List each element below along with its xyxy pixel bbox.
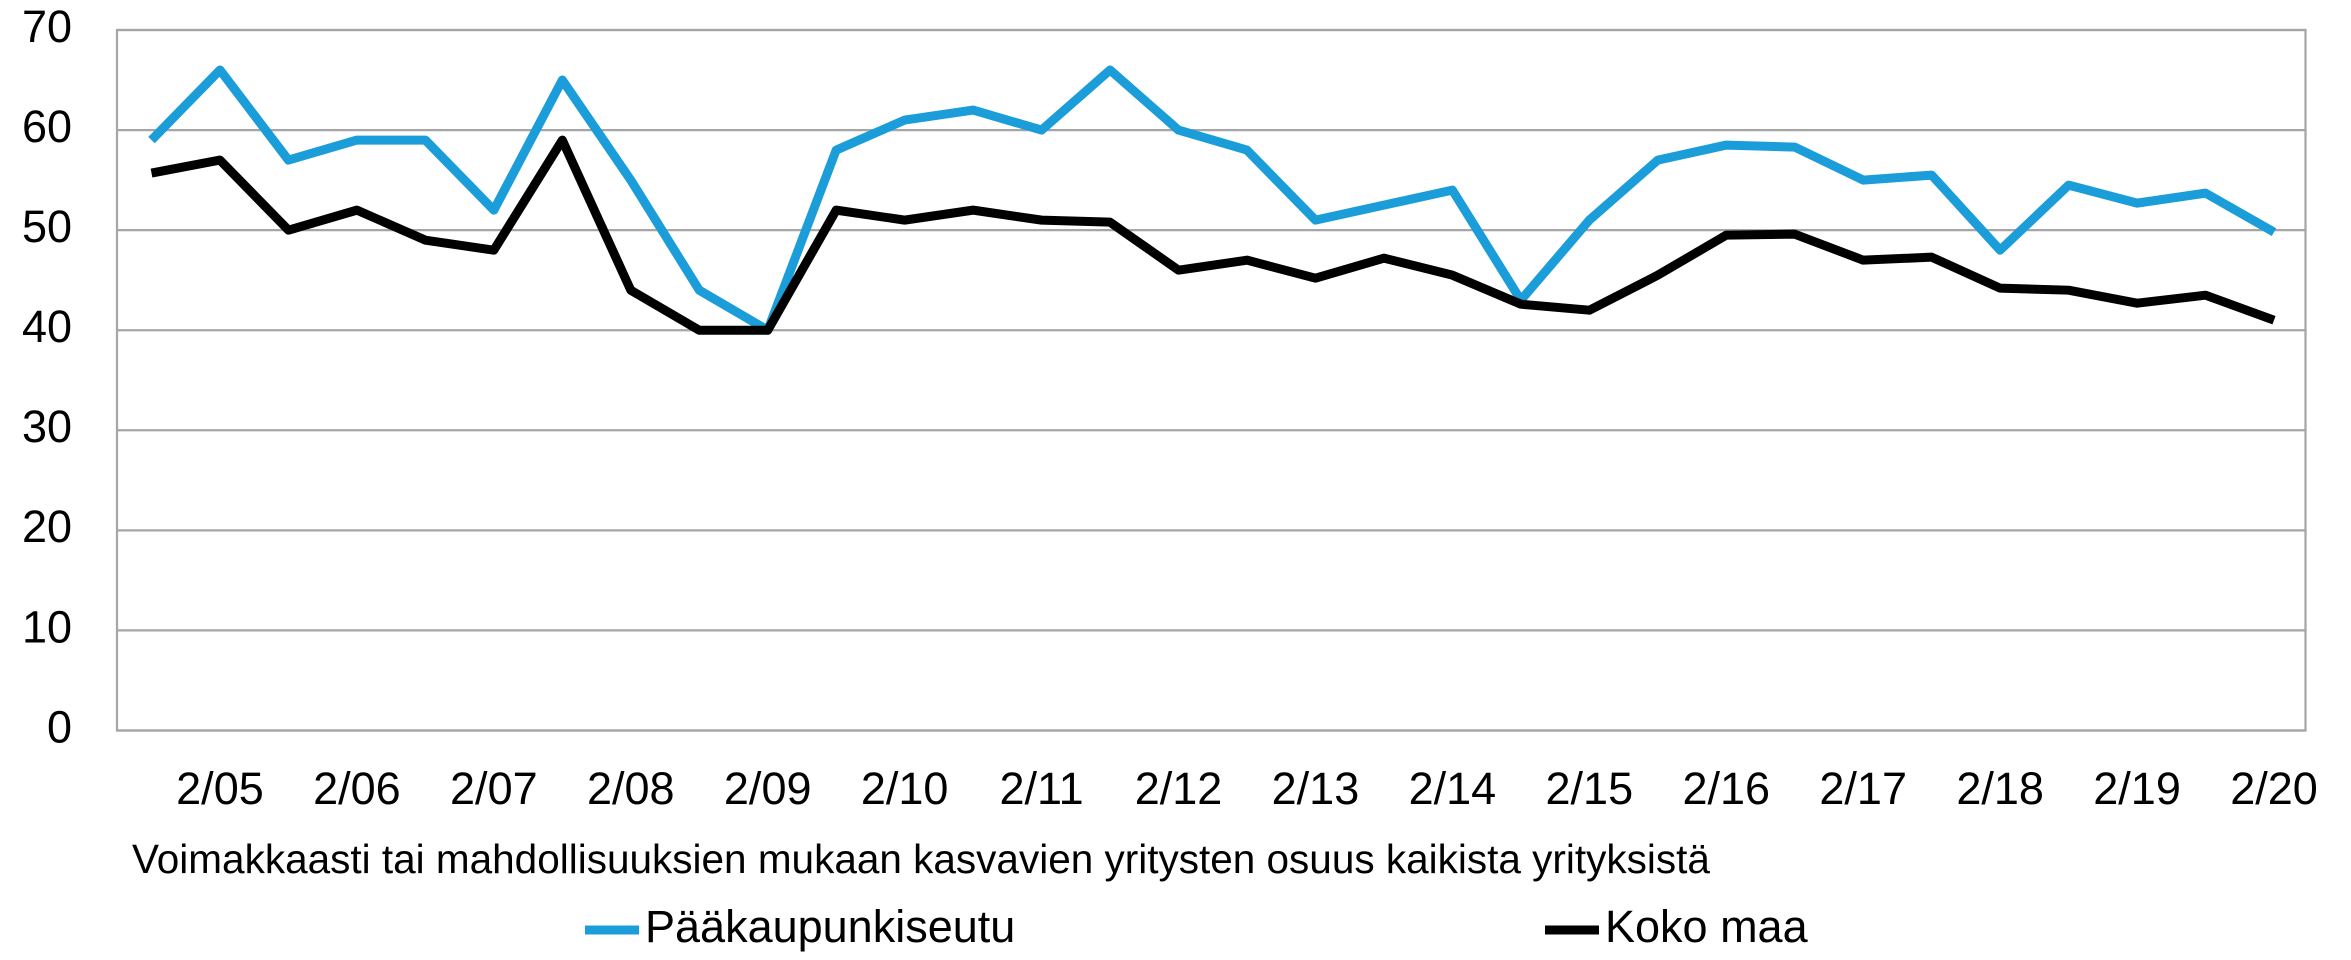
y-tick-label: 10 <box>22 601 72 652</box>
series-line <box>148 65 2277 335</box>
plot-border <box>115 28 2307 732</box>
x-tick-label: 2/18 <box>1956 763 2044 814</box>
x-tick-label: 2/07 <box>450 763 538 814</box>
x-tick-label: 2/13 <box>1272 763 1360 814</box>
y-tick-label: 50 <box>22 201 72 252</box>
y-tick-label: 60 <box>22 101 72 152</box>
x-tick-label: 2/06 <box>313 763 401 814</box>
y-tick-label: 20 <box>22 501 72 552</box>
x-tick-label: 2/05 <box>176 763 264 814</box>
x-tick-label: 2/16 <box>1682 763 1770 814</box>
x-tick-label: 2/09 <box>724 763 812 814</box>
x-axis-label: Voimakkaasti tai mahdollisuuksien mukaan… <box>132 836 1710 882</box>
x-tick-label: 2/08 <box>587 763 675 814</box>
y-tick-label: 0 <box>47 701 72 752</box>
y-tick-label: 40 <box>22 301 72 352</box>
y-tick-label: 70 <box>22 1 72 52</box>
x-tick-label: 2/15 <box>1546 763 1634 814</box>
y-tick-label: 30 <box>22 401 72 452</box>
legend-label: Pääkaupunkiseutu <box>645 901 1015 952</box>
x-tick-label: 2/12 <box>1135 763 1223 814</box>
legend-label: Koko maa <box>1605 901 1809 952</box>
x-tick-label: 2/17 <box>1819 763 1907 814</box>
x-tick-label: 2/10 <box>861 763 949 814</box>
x-tick-label: 2/11 <box>999 763 1083 814</box>
x-tick-label: 2/14 <box>1409 763 1497 814</box>
x-tick-label: 2/20 <box>2230 763 2318 814</box>
x-tick-label: 2/19 <box>2093 763 2181 814</box>
series-line <box>150 135 2276 335</box>
